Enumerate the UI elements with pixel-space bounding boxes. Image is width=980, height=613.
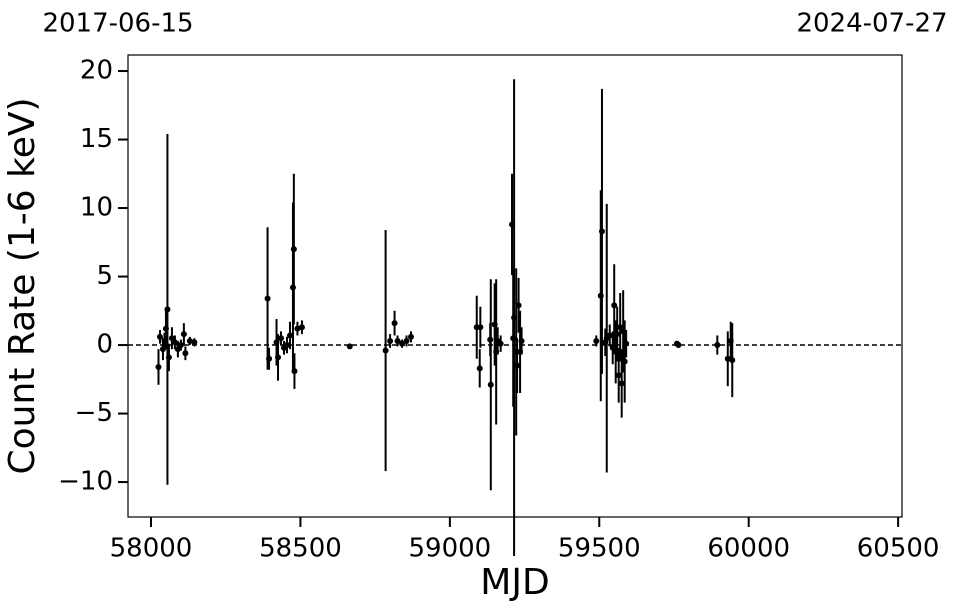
data-point bbox=[171, 339, 178, 346]
data-point bbox=[675, 342, 682, 349]
end-date: 2024-07-27 bbox=[796, 9, 947, 39]
data-point bbox=[714, 342, 721, 349]
data-point bbox=[394, 337, 401, 344]
data-point bbox=[487, 381, 494, 388]
data-point bbox=[623, 340, 630, 347]
y-tick-label: 10 bbox=[80, 193, 113, 223]
data-point bbox=[275, 354, 282, 361]
data-point bbox=[477, 324, 484, 331]
data-point bbox=[155, 363, 162, 370]
x-axis-label: MJD bbox=[480, 562, 549, 603]
data-point bbox=[593, 337, 600, 344]
data-point bbox=[617, 324, 624, 331]
data-point bbox=[606, 332, 613, 339]
data-point bbox=[290, 246, 297, 253]
data-point bbox=[177, 342, 184, 349]
data-point bbox=[618, 380, 625, 387]
plot-frame bbox=[127, 54, 903, 518]
data-point bbox=[278, 335, 285, 342]
data-point bbox=[408, 333, 415, 340]
data-point bbox=[518, 337, 525, 344]
x-tick-label: 60000 bbox=[707, 534, 790, 564]
y-axis-label: Count Rate (1-6 keV) bbox=[2, 97, 43, 474]
data-point bbox=[164, 306, 171, 313]
x-tick-label: 60500 bbox=[857, 534, 940, 564]
data-point bbox=[403, 337, 410, 344]
data-point bbox=[391, 320, 398, 327]
data-point bbox=[165, 354, 172, 361]
data-point bbox=[180, 331, 187, 338]
x-tick-label: 58000 bbox=[110, 534, 193, 564]
data-point bbox=[387, 337, 394, 344]
data-point bbox=[476, 365, 483, 372]
data-point bbox=[614, 331, 621, 338]
data-point bbox=[497, 340, 504, 347]
data-point bbox=[729, 357, 736, 364]
start-date: 2017-06-15 bbox=[42, 9, 193, 39]
data-point bbox=[168, 335, 175, 342]
data-point bbox=[598, 228, 605, 235]
data-point bbox=[346, 343, 353, 350]
y-tick-label: 15 bbox=[80, 124, 113, 154]
data-point bbox=[191, 339, 198, 346]
y-tick-label: −5 bbox=[75, 398, 113, 428]
data-point bbox=[382, 347, 389, 354]
data-point bbox=[611, 302, 618, 309]
data-point bbox=[266, 355, 273, 362]
data-point bbox=[621, 358, 628, 365]
data-point bbox=[615, 372, 622, 379]
data-point bbox=[286, 332, 293, 339]
y-tick-label: 20 bbox=[80, 56, 113, 86]
x-tick-label: 58500 bbox=[259, 534, 342, 564]
x-tick-label: 59000 bbox=[408, 534, 491, 564]
data-point bbox=[264, 295, 271, 302]
x-tick-label: 59500 bbox=[558, 534, 641, 564]
data-point bbox=[156, 333, 163, 340]
data-point bbox=[182, 350, 189, 357]
data-point bbox=[514, 362, 521, 369]
y-tick-label: 5 bbox=[96, 261, 113, 291]
data-point bbox=[283, 342, 290, 349]
data-point bbox=[174, 346, 181, 353]
data-point bbox=[291, 368, 298, 375]
data-point bbox=[298, 324, 305, 331]
data-point bbox=[515, 302, 522, 309]
y-tick-label: 0 bbox=[96, 330, 113, 360]
y-tick-label: −10 bbox=[58, 467, 113, 497]
data-point bbox=[399, 340, 406, 347]
